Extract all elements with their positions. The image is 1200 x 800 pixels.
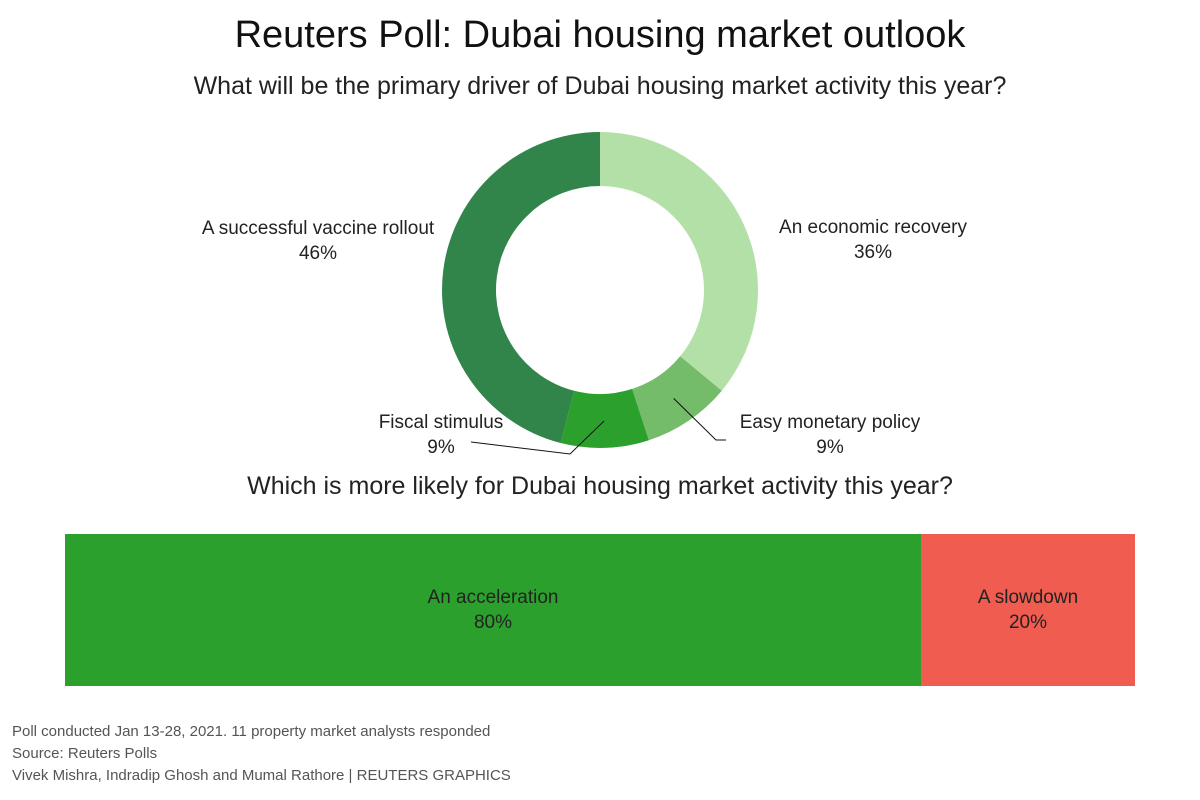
chart-title: Reuters Poll: Dubai housing market outlo… xyxy=(234,14,966,56)
donut-question: What will be the primary driver of Dubai… xyxy=(193,72,1007,100)
donut-slice-fiscal-stimulus xyxy=(560,388,649,448)
footer-note: Poll conducted Jan 13-28, 2021. 11 prope… xyxy=(12,723,491,740)
label-economic-recovery: An economic recovery xyxy=(779,217,967,238)
value-economic-recovery: 36% xyxy=(854,242,892,263)
bar-value-a-slowdown: 20% xyxy=(1008,612,1048,633)
footer-source: Source: Reuters Polls xyxy=(12,745,158,762)
bar-label-an-acceleration: An acceleration xyxy=(427,587,559,608)
label-easy-monetary-policy: Easy monetary policy xyxy=(740,412,921,433)
value-vaccine-rollout: 46% xyxy=(299,243,337,264)
leader-line-easy-monetary-policy xyxy=(673,397,726,441)
bar-segment-an-acceleration: An acceleration 80% xyxy=(65,534,921,686)
footer: Poll conducted Jan 13-28, 2021. 11 prope… xyxy=(12,721,511,787)
bar-segment-a-slowdown: A slowdown 20% xyxy=(921,534,1135,686)
donut-chart: An economic recovery 36% Easy monetary p… xyxy=(202,132,967,458)
donut-slice-an-economic-recovery xyxy=(600,132,758,391)
value-easy-monetary-policy: 9% xyxy=(816,437,844,458)
bar-question: Which is more likely for Dubai housing m… xyxy=(247,472,953,500)
footer-credit: Vivek Mishra, Indradip Ghosh and Mumal R… xyxy=(12,767,511,784)
bar-label-a-slowdown: A slowdown xyxy=(977,587,1079,608)
stacked-bar: An acceleration 80% A slowdown 20% xyxy=(65,534,1135,686)
bar-value-an-acceleration: 80% xyxy=(473,612,513,633)
label-vaccine-rollout: A successful vaccine rollout xyxy=(202,218,435,239)
donut-slice-a-successful-vaccine-rollout xyxy=(442,132,600,444)
leader-line-fiscal-stimulus xyxy=(470,420,605,455)
donut-slice-easy-monetary-policy xyxy=(632,356,722,441)
label-fiscal-stimulus: Fiscal stimulus xyxy=(379,412,504,433)
value-fiscal-stimulus: 9% xyxy=(427,437,455,458)
